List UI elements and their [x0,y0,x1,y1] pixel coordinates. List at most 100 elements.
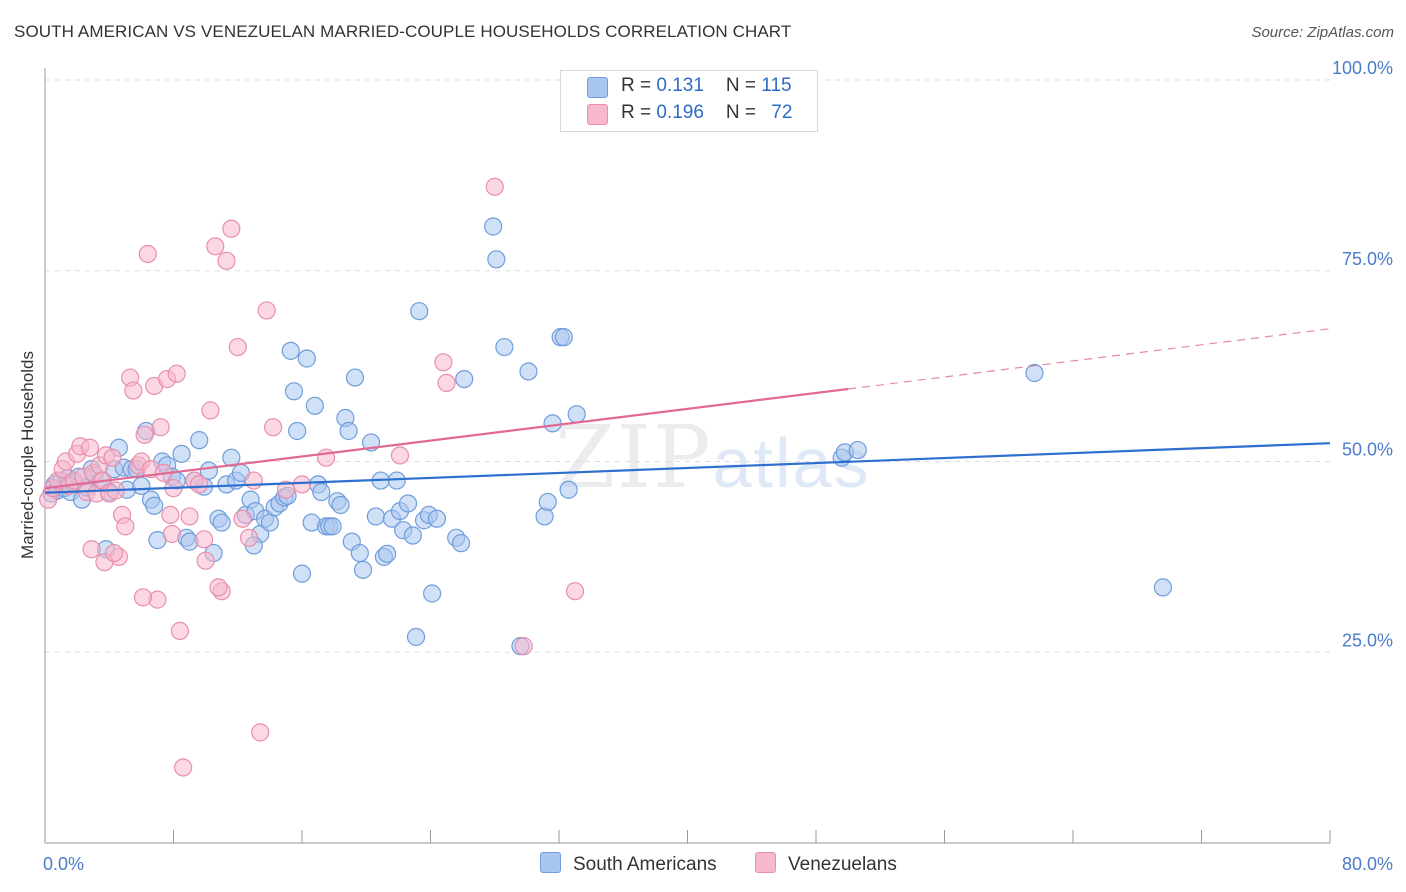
bottom-legend-venezuelans: Venezuelans [755,852,897,876]
point-south-american [387,471,406,490]
point-venezuelan [138,244,157,264]
point-venezuelan [228,337,247,357]
bottom-legend-swatch-south-americans [540,852,561,873]
point-south-american [487,250,506,269]
point-south-american [1025,363,1044,383]
bottom-legend-swatch-venezuelans [755,852,776,873]
point-south-american [297,349,316,368]
point-venezuelan [257,301,276,320]
point-south-american [519,362,538,381]
stats-legend: R = 0.131 N = 115 R = 0.196 N = 72 [560,70,818,132]
point-venezuelan [170,621,190,640]
point-south-american [323,517,342,536]
legend-r-label: R = [621,102,657,123]
tick-labels: 100.0% 75.0% 50.0% 25.0% 0.0% 80.0% [43,58,1393,874]
legend-text: R = 0.196 N = 72 [621,102,792,124]
point-venezuelan [485,177,504,196]
point-south-american [427,509,447,528]
y-tick-label: 75.0% [1342,249,1393,269]
point-south-american [281,341,300,360]
point-venezuelan [206,237,225,256]
point-venezuelan [233,509,252,528]
legend-r-value: 0.131 [656,75,704,96]
point-south-american [406,627,426,647]
point-venezuelan [565,582,585,601]
point-venezuelan [82,540,101,559]
point-south-american [288,421,307,441]
point-venezuelan [104,543,124,563]
point-venezuelan [194,530,214,549]
point-venezuelan [196,551,215,570]
point-venezuelan [116,517,135,536]
point-south-american [567,405,586,424]
point-south-american [284,382,304,401]
point-south-american [345,368,365,387]
point-south-american [398,494,418,513]
x-tick-label-min: 0.0% [43,854,84,874]
trend-lines [44,328,1331,494]
x-tick-label-max: 80.0% [1342,854,1393,874]
point-venezuelan [103,448,122,467]
point-south-american [378,544,397,563]
point-venezuelan [180,507,199,526]
point-south-american [172,444,191,463]
trend-line-venezuelans-extension [848,328,1331,390]
point-venezuelan [514,637,533,656]
point-venezuelan [244,471,263,490]
point-venezuelan [263,418,283,437]
y-tick-label: 25.0% [1342,630,1393,650]
legend-n-value: 115 [761,75,792,96]
point-venezuelan [209,578,228,597]
legend-r-label: R = [621,75,657,96]
point-venezuelan [190,475,209,494]
bottom-legend-south-americans: South Americans [540,852,717,876]
point-south-american [145,496,164,515]
point-venezuelan [133,588,153,607]
legend-text: R = 0.131 N = 115 [621,75,792,97]
legend-n-value: 72 [771,102,793,123]
point-south-american [260,513,279,532]
point-venezuelan [201,401,220,420]
point-venezuelan [239,528,259,547]
point-south-american [339,421,358,441]
point-venezuelan [434,353,453,372]
chart-title: SOUTH AMERICAN VS VENEZUELAN MARRIED-COU… [14,22,792,41]
point-south-american [484,217,503,236]
point-south-american [331,495,350,515]
chart-source: Source: ZipAtlas.com [1251,24,1394,41]
bottom-legend-label: South Americans [573,854,717,875]
point-venezuelan [217,251,236,270]
point-south-american [543,414,562,433]
legend-r-value: 0.196 [656,102,704,123]
point-venezuelan [276,480,296,499]
legend-swatch-south-americans [587,77,608,98]
point-south-american [848,440,867,460]
trend-line-south-americans [44,442,1331,494]
point-south-american [353,560,373,579]
point-venezuelan [124,381,143,400]
point-south-american [292,564,312,583]
point-venezuelan [135,425,154,444]
point-venezuelan [161,505,180,525]
point-south-american [212,513,231,532]
point-south-american [1153,578,1173,597]
legend-n-label: N = [725,102,762,123]
point-venezuelan [151,418,170,437]
point-south-american [559,480,578,499]
point-south-american [423,584,442,603]
point-south-american [554,328,573,347]
point-venezuelan [162,524,181,544]
y-tick-label: 100.0% [1332,58,1393,78]
point-south-american [403,526,422,545]
series-venezuelans [39,177,585,777]
point-south-american [366,507,385,526]
point-venezuelan [251,723,270,742]
point-south-american [410,302,429,321]
axes [44,68,1331,844]
point-south-american [538,492,557,512]
y-tick-label: 50.0% [1342,440,1393,460]
point-south-american [451,534,471,553]
point-venezuelan [80,438,100,457]
point-venezuelan [222,219,241,238]
point-venezuelan [167,364,186,383]
